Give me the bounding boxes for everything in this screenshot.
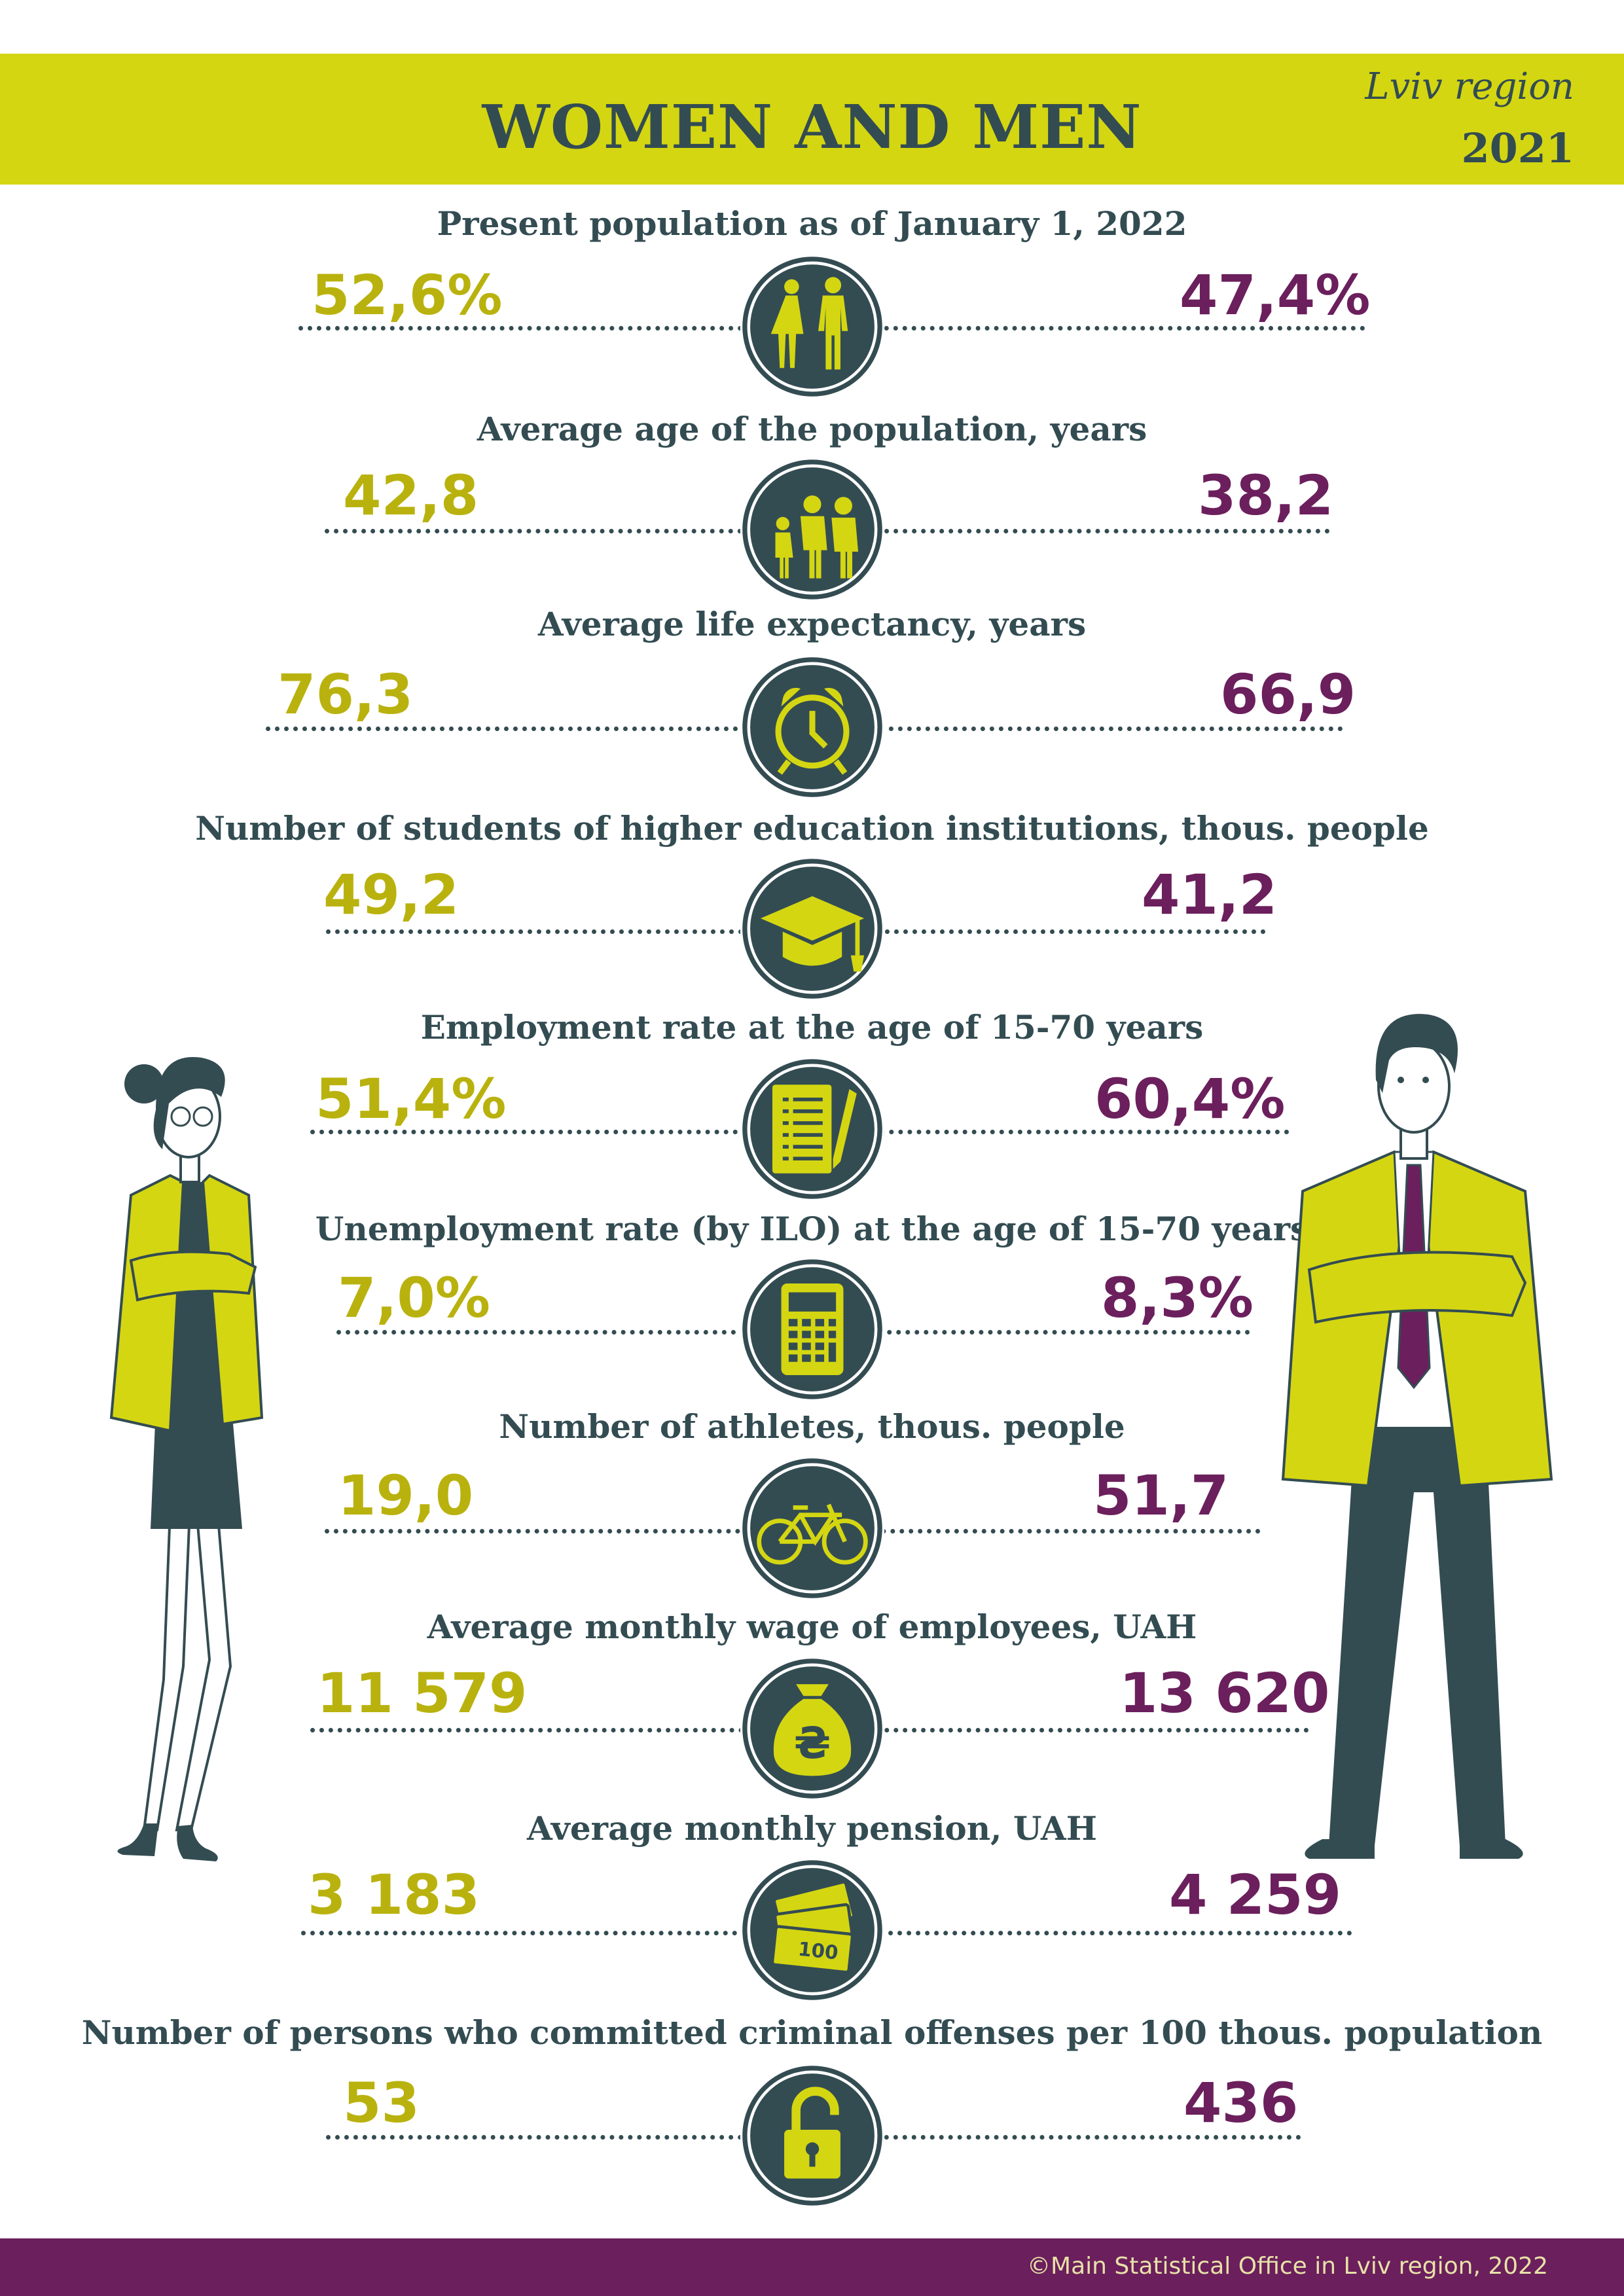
alarm-clock-icon [740,655,885,800]
page-title: WOMEN AND MEN [482,92,1142,162]
footer-copyright: ©Main Statistical Office in Lviv region,… [1027,2253,1548,2280]
row-label-population: Present population as of January 1, 2022 [437,204,1187,243]
male-value-wage: 13 620 [1119,1661,1330,1725]
female-value-unemployment: 7,0% [338,1266,490,1330]
female-value-wage: 11 579 [317,1661,528,1725]
male-value-life-expectancy: 66,9 [1220,662,1356,726]
male-value-athletes: 51,7 [1093,1463,1229,1528]
row-label-life-expectancy: Average life expectancy, years [537,605,1087,643]
money-bag-icon: ₴ [740,1656,885,1801]
banknote-text: 100 [797,1938,840,1964]
row-label-average-age: Average age of the population, years [477,410,1147,448]
document-pen-icon [740,1056,885,1202]
row-label-offenses: Number of persons who committed criminal… [81,2013,1543,2052]
female-value-employment: 51,4% [316,1067,507,1131]
row-label-pension: Average monthly pension, UAH [527,1809,1097,1848]
graduation-cap-icon [740,856,885,1001]
female-value-pension: 3 183 [308,1863,480,1927]
year-label: 2021 [1461,124,1574,172]
male-value-unemployment: 8,3% [1101,1266,1254,1330]
male-value-average-age: 38,2 [1198,463,1334,528]
female-value-average-age: 42,8 [343,463,479,528]
row-label-wage: Average monthly wage of employees, UAH [427,1607,1197,1646]
row-label-employment: Employment rate at the age of 15-70 year… [420,1008,1204,1047]
footer-bar [0,2238,1624,2296]
calculator-icon [740,1257,885,1402]
region-label: Lviv region [1365,65,1574,108]
female-value-students: 49,2 [323,863,460,927]
header-banner [0,54,1624,185]
female-value-athletes: 19,0 [338,1463,474,1528]
hryvnia-symbol: ₴ [794,1719,831,1768]
row-label-students: Number of students of higher education i… [195,809,1429,848]
family-icon [740,457,885,602]
man-illustration [1281,1014,1553,1859]
couple-icon [740,254,885,399]
female-value-population: 52,6% [312,263,503,327]
male-value-students: 41,2 [1142,863,1278,927]
male-value-pension: 4 259 [1169,1863,1342,1927]
male-value-employment: 60,4% [1094,1067,1286,1131]
banknotes-icon: 100 [740,1857,885,2003]
row-label-athletes: Number of athletes, thous. people [499,1407,1125,1446]
male-value-offenses: 436 [1183,2071,1299,2135]
male-value-population: 47,4% [1180,263,1371,327]
female-value-life-expectancy: 76,3 [278,662,414,726]
bicycle-icon [740,1456,885,1601]
female-value-offenses: 53 [343,2071,420,2135]
woman-illustration [109,1057,264,1861]
row-label-unemployment: Unemployment rate (by ILO) at the age of… [315,1210,1309,1248]
padlock-icon [740,2063,885,2208]
